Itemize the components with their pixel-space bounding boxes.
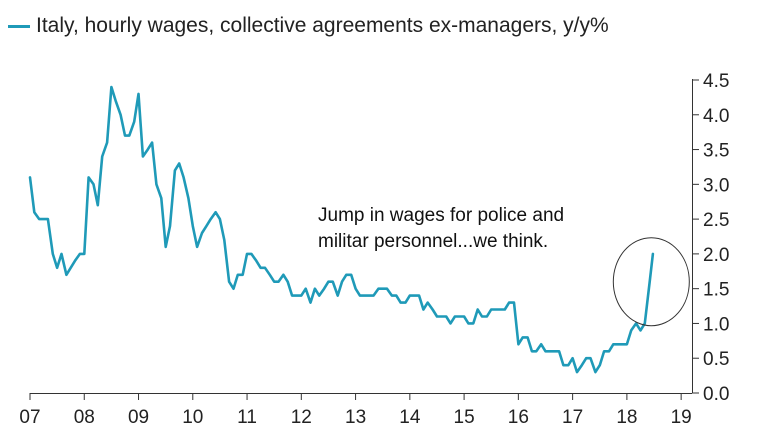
y-tick-label: 2.0 bbox=[703, 245, 729, 266]
y-tick-label: 1.0 bbox=[703, 314, 729, 335]
x-tick-label: 18 bbox=[616, 407, 637, 428]
x-tick-label: 13 bbox=[345, 407, 366, 428]
annotation-circle bbox=[612, 237, 690, 327]
y-tick-label: 3.5 bbox=[703, 141, 729, 162]
y-tick-label: 4.0 bbox=[703, 106, 729, 127]
y-tick-label: 2.5 bbox=[703, 210, 729, 231]
x-tick-label: 12 bbox=[291, 407, 312, 428]
x-tick-label: 15 bbox=[454, 407, 475, 428]
x-tick-label: 09 bbox=[128, 407, 149, 428]
x-tick-label: 07 bbox=[19, 407, 40, 428]
legend: Italy, hourly wages, collective agreemen… bbox=[8, 14, 609, 38]
y-tick-label: 3.0 bbox=[703, 175, 729, 196]
x-tick-label: 19 bbox=[671, 407, 692, 428]
y-tick-label: 4.5 bbox=[703, 71, 729, 92]
x-tick-label: 10 bbox=[182, 407, 203, 428]
annotation-text-line: Jump in wages for police and bbox=[318, 205, 564, 226]
x-tick-label: 17 bbox=[562, 407, 583, 428]
axes: 07 08 09 10 11 12 13 14 15 16 17 18 19 0.0 0.5 1.0 1.5 2.… bbox=[19, 71, 729, 428]
x-tick-label: 11 bbox=[237, 407, 257, 428]
x-tick-label: 08 bbox=[74, 407, 95, 428]
y-tick-label: 0.0 bbox=[703, 384, 729, 405]
annotation: Jump in wages for police and militar pers… bbox=[318, 205, 690, 327]
y-tick-label: 0.5 bbox=[703, 349, 729, 370]
y-tick-label: 1.5 bbox=[703, 280, 729, 301]
annotation-text-line: militar personnel...we think. bbox=[318, 231, 548, 252]
series-line-group bbox=[28, 85, 655, 374]
legend-label: Italy, hourly wages, collective agreemen… bbox=[36, 14, 609, 37]
legend-swatch bbox=[8, 24, 30, 28]
series-line bbox=[28, 85, 655, 374]
x-tick-label: 16 bbox=[508, 407, 529, 428]
x-tick-label: 14 bbox=[399, 407, 421, 428]
